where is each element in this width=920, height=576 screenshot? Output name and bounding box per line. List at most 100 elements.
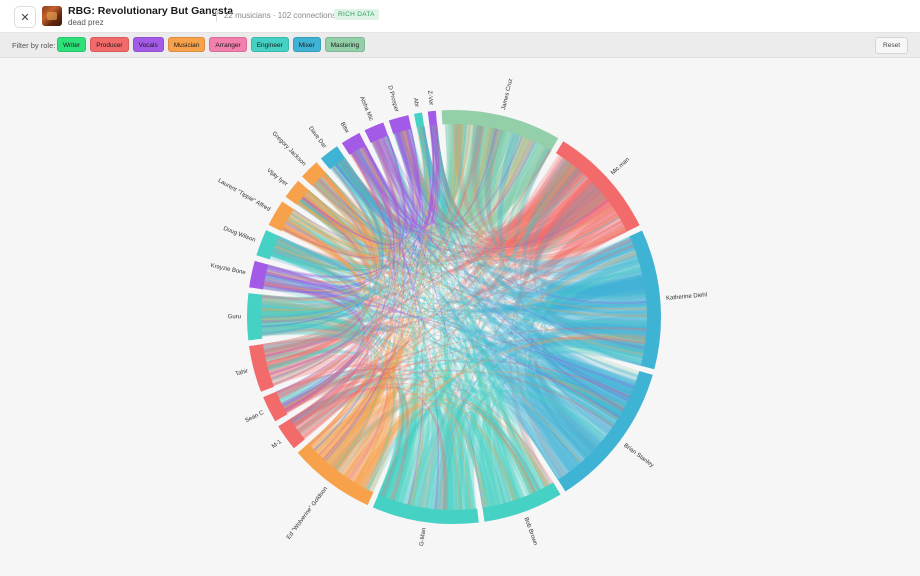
filter-chip-producer[interactable]: Producer	[90, 37, 129, 52]
node-label: Vijay Iyer	[265, 168, 288, 188]
header-divider	[216, 10, 217, 22]
node-arc[interactable]	[285, 180, 309, 205]
graph-stats: 22 musicians · 102 connections	[224, 11, 337, 20]
node-arc[interactable]	[256, 230, 279, 260]
connection-ribbon	[271, 248, 396, 491]
filter-chip-writer[interactable]: Writer	[57, 37, 87, 52]
node-arc[interactable]	[414, 112, 425, 128]
node-arc[interactable]	[297, 443, 374, 506]
arcs-layer	[247, 110, 662, 524]
connection-ribbon	[265, 271, 365, 408]
connection-ribbon	[272, 218, 368, 387]
filter-chip-mixer[interactable]: Mixer	[292, 37, 321, 52]
node-arc[interactable]	[427, 110, 438, 126]
node-arc[interactable]	[482, 482, 561, 522]
connection-ribbon	[313, 136, 530, 456]
node-arc[interactable]	[364, 122, 389, 143]
connection-ribbon	[263, 220, 628, 357]
connection-ribbon	[305, 189, 450, 511]
connection-ribbon	[422, 126, 453, 511]
node-arc[interactable]	[372, 494, 479, 524]
connection-ribbon	[423, 126, 597, 458]
connection-ribbon	[290, 126, 502, 251]
node-arc[interactable]	[249, 344, 275, 392]
connection-ribbon	[531, 350, 642, 458]
connection-ribbon	[261, 125, 435, 328]
node-label: Laurent "Tippie" Alfred	[217, 178, 271, 213]
connection-ribbon	[429, 124, 636, 268]
node-arc[interactable]	[263, 391, 288, 422]
connection-ribbon	[297, 200, 472, 510]
connection-ribbon	[371, 123, 476, 226]
connection-ribbon	[260, 126, 429, 323]
connection-ribbon	[270, 235, 365, 381]
role-chips: Writer Producer Vocals Musician Arranger Engi…	[57, 37, 366, 52]
node-arc[interactable]	[268, 201, 294, 232]
connection-ribbon	[302, 123, 465, 244]
connection-ribbon	[329, 389, 591, 470]
node-label: Guru	[228, 314, 241, 320]
connection-ribbon	[315, 126, 430, 239]
connection-ribbon	[337, 159, 439, 510]
close-icon: ✕	[20, 11, 30, 24]
connection-ribbon	[334, 139, 409, 236]
connection-ribbon	[423, 126, 645, 350]
node-arc[interactable]	[629, 230, 662, 370]
connection-ribbon	[322, 123, 461, 465]
connection-ribbon	[260, 210, 367, 321]
connection-ribbon	[260, 308, 386, 478]
connection-ribbon	[444, 162, 575, 511]
connection-ribbon	[488, 128, 647, 300]
connection-ribbon	[328, 126, 431, 470]
connection-ribbon	[277, 166, 383, 400]
node-arc[interactable]	[341, 132, 366, 155]
connection-ribbon	[275, 175, 587, 270]
connection-ribbon	[270, 123, 467, 386]
node-arc[interactable]	[301, 162, 326, 186]
close-button[interactable]: ✕	[14, 6, 36, 28]
connection-ribbon	[356, 148, 424, 505]
node-label: Brian Stanley	[622, 443, 654, 469]
connection-ribbon	[286, 217, 386, 472]
node-label: M-1	[271, 439, 283, 450]
connection-ribbon	[322, 173, 648, 311]
connection-ribbon	[260, 323, 637, 393]
connection-ribbon	[408, 128, 648, 339]
node-arc[interactable]	[247, 293, 263, 341]
node-label: Aisha Mic	[358, 96, 374, 122]
connection-ribbon	[423, 126, 494, 508]
connection-ribbon	[300, 145, 399, 248]
connection-ribbon	[431, 124, 507, 223]
node-arc[interactable]	[555, 141, 640, 232]
connection-ribbon	[357, 163, 577, 489]
connection-ribbon	[261, 193, 371, 300]
node-arc[interactable]	[249, 260, 269, 290]
connection-ribbon	[322, 124, 440, 464]
connection-ribbon	[549, 284, 647, 310]
connection-ribbon	[431, 124, 645, 366]
connection-ribbon	[289, 369, 615, 428]
reset-button[interactable]: Reset	[875, 37, 908, 54]
filter-chip-engineer[interactable]: Engineer	[250, 37, 289, 52]
connection-ribbon	[341, 124, 440, 231]
connection-ribbon	[432, 124, 493, 222]
node-arc[interactable]	[441, 110, 559, 151]
filter-chip-arranger[interactable]: Arranger	[209, 37, 247, 52]
node-label: Bob Brown	[523, 517, 539, 547]
connection-ribbon	[317, 126, 430, 460]
node-arc[interactable]	[278, 418, 305, 449]
connection-ribbon	[308, 338, 646, 445]
node-arc[interactable]	[388, 115, 412, 134]
connection-ribbon	[313, 151, 396, 451]
connection-ribbon	[297, 198, 417, 504]
filter-chip-musician[interactable]: Musician	[167, 37, 206, 52]
filter-chip-vocals[interactable]: Vocals	[132, 37, 164, 52]
connection-ribbon	[354, 126, 432, 229]
node-arc[interactable]	[320, 146, 345, 170]
node-arc[interactable]	[557, 370, 653, 492]
connection-ribbon	[429, 124, 627, 418]
connection-ribbon	[429, 124, 447, 510]
node-label: Abr	[412, 98, 420, 108]
filter-chip-mastering[interactable]: Mastering	[324, 37, 366, 52]
connection-ribbon	[308, 126, 428, 242]
